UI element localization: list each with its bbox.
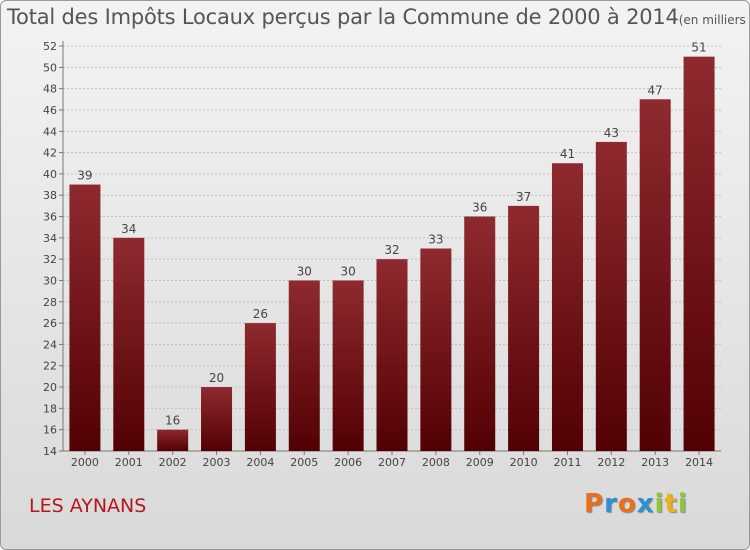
- bar: [464, 216, 496, 451]
- bar-value-label: 47: [648, 83, 663, 97]
- logo-letter: i: [654, 489, 665, 519]
- bar: [551, 163, 583, 451]
- chart-title-unit: (en milliers d'€): [678, 13, 749, 27]
- y-tick-label: 52: [43, 40, 57, 53]
- x-tick-label: 2007: [378, 456, 406, 469]
- x-tick-label: 2013: [641, 456, 669, 469]
- bar: [332, 280, 364, 451]
- bar: [69, 184, 101, 452]
- x-tick-label: 2008: [422, 456, 450, 469]
- logo-letter: x: [636, 489, 655, 519]
- x-tick-label: 2012: [597, 456, 625, 469]
- bar-value-label: 32: [384, 243, 399, 257]
- logo-letter: i: [677, 489, 688, 519]
- bar-value-label: 20: [209, 371, 224, 385]
- y-tick-label: 18: [43, 402, 57, 415]
- y-tick-label: 16: [43, 424, 57, 437]
- logo-letter: P: [584, 489, 605, 519]
- logo-letter: t: [664, 489, 678, 519]
- y-tick-label: 30: [43, 274, 57, 287]
- bar: [420, 248, 452, 451]
- x-tick-label: 2004: [246, 456, 274, 469]
- y-tick-label: 42: [43, 147, 57, 160]
- bar-value-label: 26: [253, 307, 268, 321]
- axes: 14 16 18 20 22 24 26 28 30 32 34 36 38 40 42 44 46 48 50 52…: [43, 40, 721, 469]
- x-tick-label: 2003: [203, 456, 231, 469]
- proxiti-logo: Proxiti: [584, 489, 688, 519]
- bar: [683, 56, 715, 451]
- bar-value-label: 51: [691, 41, 706, 55]
- logo-letter: r: [604, 489, 618, 519]
- bar: [595, 141, 627, 451]
- bar-value-label: 37: [516, 190, 531, 204]
- y-tick-label: 40: [43, 168, 57, 181]
- bar-value-label: 30: [297, 264, 312, 278]
- y-tick-label: 22: [43, 360, 57, 373]
- x-tick-label: 2005: [290, 456, 318, 469]
- y-tick-label: 34: [43, 232, 57, 245]
- bar-value-label: 36: [472, 201, 487, 215]
- bar: [288, 280, 320, 451]
- bar: [113, 237, 145, 451]
- x-tick-label: 2000: [71, 456, 99, 469]
- y-tick-label: 48: [43, 83, 57, 96]
- y-tick-label: 38: [43, 189, 57, 202]
- chart-title: Total des Impôts Locaux perçus par la Co…: [7, 5, 749, 29]
- y-tick-label: 28: [43, 296, 57, 309]
- y-tick-label: 50: [43, 61, 57, 74]
- bar: [639, 99, 671, 451]
- y-tick-label: 20: [43, 381, 57, 394]
- y-tick-label: 36: [43, 211, 57, 224]
- bar: [157, 429, 189, 451]
- y-tick-label: 24: [43, 338, 57, 351]
- bar-value-label: 39: [77, 169, 92, 183]
- x-tick-label: 2014: [685, 456, 713, 469]
- x-tick-label: 2002: [159, 456, 187, 469]
- y-tick-label: 44: [43, 125, 57, 138]
- labels: 39 34 16 20 26 30 30 32 33 36 37 41 43 47 51: [77, 41, 706, 428]
- bar-value-label: 41: [560, 147, 575, 161]
- commune-name: LES AYNANS: [29, 495, 147, 517]
- y-tick-label: 46: [43, 104, 57, 117]
- logo-letter: o: [617, 489, 637, 519]
- bar: [508, 205, 540, 451]
- y-tick-label: 26: [43, 317, 57, 330]
- y-tick-label: 14: [43, 445, 57, 458]
- chart-title-main: Total des Impôts Locaux perçus par la Co…: [7, 5, 679, 29]
- x-tick-label: 2011: [553, 456, 581, 469]
- x-tick-label: 2010: [510, 456, 538, 469]
- y-tick-label: 32: [43, 253, 57, 266]
- bar-value-label: 33: [428, 233, 443, 247]
- bar-value-label: 34: [121, 222, 136, 236]
- bar-value-label: 43: [604, 126, 619, 140]
- x-tick-label: 2006: [334, 456, 362, 469]
- bar-value-label: 30: [340, 264, 355, 278]
- bar: [244, 323, 276, 451]
- bars: [69, 56, 715, 452]
- x-tick-label: 2009: [466, 456, 494, 469]
- bar: [201, 387, 233, 451]
- bar: [376, 259, 408, 451]
- x-tick-label: 2001: [115, 456, 143, 469]
- bar-value-label: 16: [165, 414, 180, 428]
